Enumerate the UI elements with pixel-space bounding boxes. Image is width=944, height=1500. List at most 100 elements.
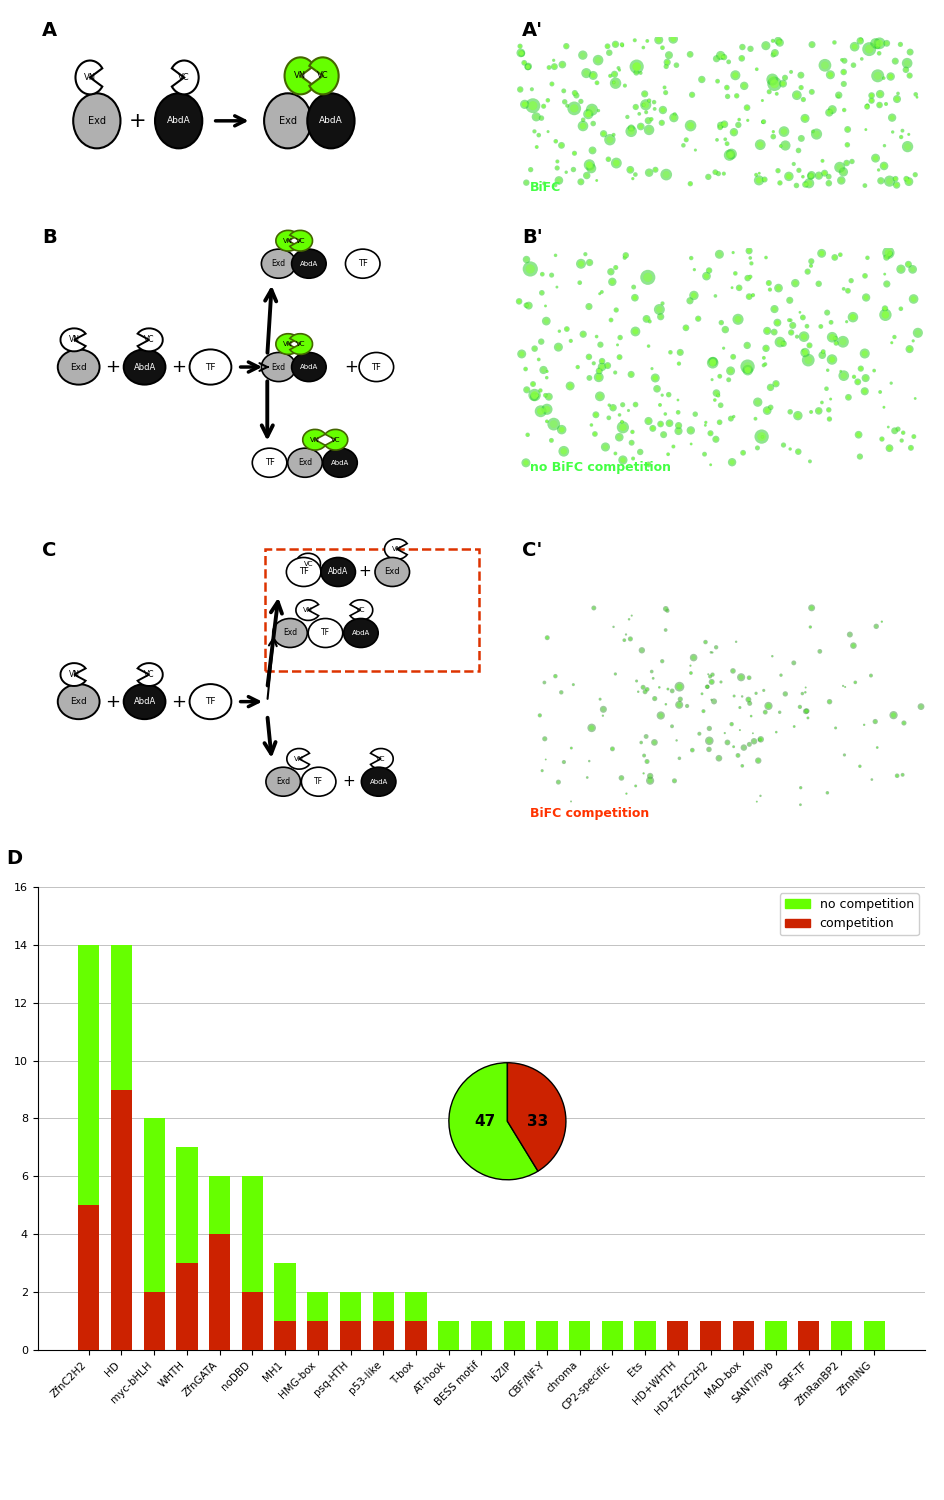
Circle shape: [58, 684, 99, 718]
Text: D: D: [7, 849, 23, 868]
Text: AbdA: AbdA: [167, 117, 191, 126]
Wedge shape: [138, 328, 162, 351]
Text: VC: VC: [356, 608, 365, 613]
Circle shape: [124, 350, 165, 384]
Text: +: +: [345, 358, 359, 376]
Text: AbdA: AbdA: [329, 567, 348, 576]
Circle shape: [323, 448, 357, 477]
Circle shape: [261, 352, 295, 381]
Circle shape: [288, 448, 322, 477]
Bar: [667, 1322, 688, 1350]
Bar: [265, 549, 479, 670]
Text: TF: TF: [298, 567, 309, 576]
Text: VN: VN: [392, 546, 402, 552]
Bar: [307, 1292, 329, 1350]
Text: TF: TF: [321, 628, 330, 638]
Text: AbdA: AbdA: [300, 364, 318, 370]
Text: AbdA: AbdA: [319, 117, 343, 126]
Text: Exd: Exd: [272, 363, 286, 372]
Wedge shape: [60, 328, 86, 351]
Bar: [700, 1322, 721, 1350]
Text: +: +: [359, 564, 371, 579]
Bar: [177, 1148, 197, 1350]
Bar: [733, 1322, 754, 1350]
Wedge shape: [350, 600, 373, 621]
Text: Exd: Exd: [70, 698, 87, 706]
Bar: [143, 1292, 165, 1350]
Circle shape: [190, 350, 231, 384]
Bar: [405, 1292, 427, 1350]
Bar: [275, 1322, 295, 1350]
Wedge shape: [325, 429, 347, 450]
Circle shape: [74, 93, 121, 148]
Wedge shape: [298, 554, 320, 574]
Bar: [177, 1263, 197, 1350]
Text: C: C: [42, 542, 57, 560]
Wedge shape: [384, 538, 407, 560]
Text: Exd: Exd: [278, 116, 296, 126]
Bar: [536, 1322, 558, 1350]
Text: AbdA: AbdA: [331, 459, 349, 465]
Circle shape: [375, 558, 410, 586]
Text: B: B: [42, 228, 57, 248]
Text: 47: 47: [475, 1113, 496, 1128]
Text: VC: VC: [143, 336, 155, 345]
Circle shape: [362, 766, 396, 796]
Bar: [242, 1292, 263, 1350]
Bar: [503, 1322, 525, 1350]
Bar: [110, 945, 132, 1350]
Bar: [766, 1322, 786, 1350]
Bar: [78, 1206, 99, 1350]
Bar: [340, 1292, 362, 1350]
Bar: [242, 1176, 263, 1350]
Text: AbdA: AbdA: [133, 363, 156, 372]
Text: VN: VN: [303, 608, 313, 613]
Wedge shape: [290, 231, 312, 251]
Bar: [569, 1322, 590, 1350]
Circle shape: [266, 766, 300, 796]
Bar: [864, 1322, 885, 1350]
Wedge shape: [371, 748, 394, 770]
Bar: [667, 1322, 688, 1350]
Text: +: +: [171, 693, 186, 711]
Text: 33: 33: [527, 1113, 548, 1128]
Wedge shape: [295, 600, 318, 621]
Bar: [373, 1322, 394, 1350]
Wedge shape: [284, 57, 313, 94]
Wedge shape: [76, 60, 102, 94]
Wedge shape: [60, 663, 86, 686]
Bar: [601, 1322, 623, 1350]
Bar: [340, 1322, 362, 1350]
Circle shape: [155, 93, 202, 148]
Text: VC: VC: [143, 670, 155, 680]
Text: Exd: Exd: [283, 628, 297, 638]
Circle shape: [346, 249, 380, 278]
Text: +: +: [343, 774, 356, 789]
Text: A: A: [42, 21, 58, 39]
Circle shape: [308, 93, 355, 148]
Bar: [307, 1322, 329, 1350]
Circle shape: [124, 684, 165, 718]
Text: TF: TF: [205, 698, 216, 706]
Bar: [275, 1263, 295, 1350]
Circle shape: [344, 618, 379, 648]
Text: VN: VN: [295, 72, 307, 81]
Text: AbdA: AbdA: [133, 698, 156, 706]
Text: A': A': [522, 21, 543, 39]
Bar: [831, 1322, 852, 1350]
Text: VC: VC: [295, 340, 305, 346]
Text: TF: TF: [358, 260, 367, 268]
Text: Exd: Exd: [277, 777, 290, 786]
Circle shape: [286, 558, 321, 586]
Circle shape: [273, 618, 308, 648]
Text: +: +: [105, 358, 120, 376]
Circle shape: [292, 249, 326, 278]
Bar: [373, 1292, 394, 1350]
Text: AbdA: AbdA: [300, 261, 318, 267]
Text: VN: VN: [283, 237, 294, 243]
Bar: [209, 1176, 230, 1350]
Bar: [733, 1322, 754, 1350]
Text: C': C': [522, 542, 543, 560]
Text: VC: VC: [376, 756, 386, 762]
Text: VN: VN: [310, 436, 320, 442]
